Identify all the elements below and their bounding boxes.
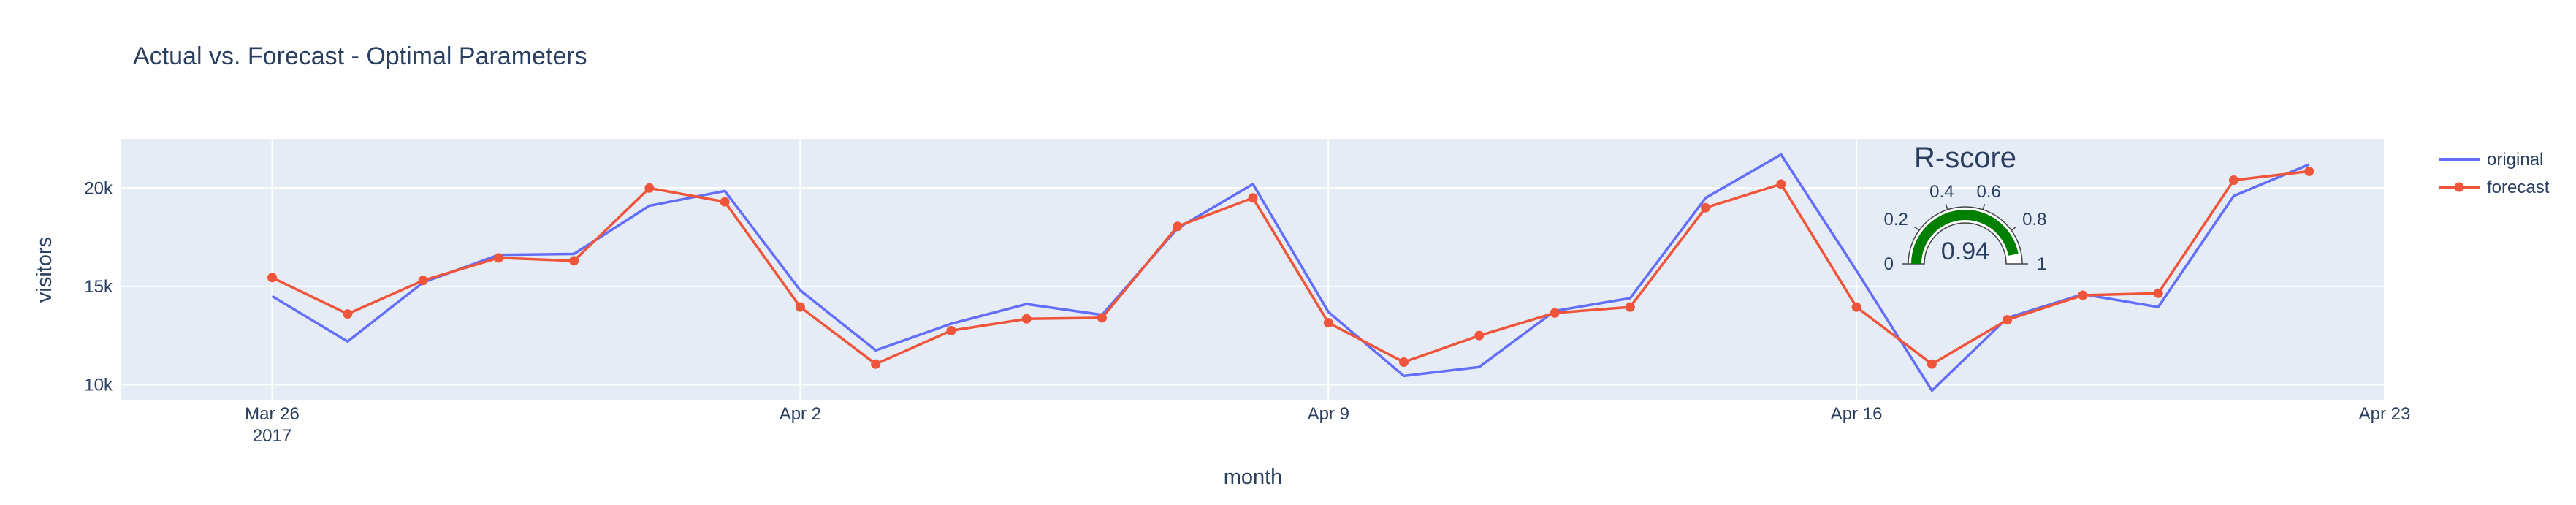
series-line-forecast	[271, 170, 2309, 365]
gauge-tick	[1982, 203, 1986, 210]
data-point-forecast	[1625, 302, 1635, 312]
plot-area	[121, 139, 2385, 400]
data-point-forecast	[1248, 193, 1258, 203]
legend-marker-forecast	[2454, 182, 2464, 192]
data-point-forecast	[644, 183, 655, 193]
data-point-forecast	[1097, 313, 1107, 323]
data-point-forecast	[493, 253, 503, 263]
data-point-forecast	[795, 302, 805, 312]
gauge-value-label: 0.94	[1941, 238, 1989, 265]
data-point-forecast	[1474, 330, 1485, 341]
y-tick-label: 10k	[84, 375, 113, 395]
data-point-forecast	[343, 309, 353, 319]
legend-label-forecast: forecast	[2487, 178, 2550, 197]
x-tick-label: Mar 26	[245, 404, 300, 424]
gauge-tick-label: 0.6	[1976, 182, 2000, 202]
data-point-forecast	[418, 276, 428, 286]
data-point-forecast	[2304, 166, 2314, 176]
data-point-forecast	[267, 273, 278, 283]
y-tick-label: 20k	[84, 178, 113, 198]
data-point-forecast	[1550, 308, 1560, 318]
grid-lines	[121, 139, 2385, 400]
y-tick-label: 15k	[84, 277, 113, 297]
gauge-tick-label: 0.2	[1883, 210, 1908, 229]
gauge-tick-label: 0.8	[2022, 210, 2046, 229]
series-lines	[267, 153, 2314, 392]
data-point-forecast	[2078, 290, 2088, 300]
legend: original forecast	[2439, 150, 2550, 197]
r-score-gauge: R-score 0 0.2 0.4 0.6 0.8 1 0.94	[1883, 142, 2046, 274]
x-tick-sublabel: 2017	[253, 426, 291, 446]
data-point-forecast	[1851, 302, 1861, 312]
data-point-forecast	[569, 256, 579, 266]
data-point-forecast	[2003, 315, 2013, 325]
data-point-forecast	[2153, 288, 2163, 298]
x-tick-label: Apr 2	[780, 404, 821, 424]
legend-label-original: original	[2487, 150, 2543, 170]
x-tick-label: Apr 9	[1308, 404, 1349, 424]
x-tick-label: Apr 16	[1831, 404, 1883, 424]
x-axis-title: month	[1224, 466, 1283, 489]
data-point-forecast	[1927, 359, 1937, 369]
gauge-tick	[1945, 203, 1948, 210]
gauge-tick-label: 1	[2037, 254, 2046, 274]
gauge-value-bar	[1911, 210, 2019, 264]
gauge-tick	[2011, 226, 2017, 231]
gauge-tick	[1913, 226, 1920, 231]
gauge-tick-label: 0.4	[1929, 182, 1954, 202]
y-axis-title: visitors	[33, 237, 56, 303]
chart-title: Actual vs. Forecast - Optimal Parameters	[133, 42, 587, 70]
gauge-title: R-score	[1914, 142, 2016, 174]
gauge-tick-label: 0	[1884, 254, 1894, 274]
data-point-forecast	[2228, 175, 2238, 186]
data-point-forecast	[871, 359, 881, 369]
data-point-forecast	[1701, 202, 1711, 213]
series-line-original	[271, 153, 2310, 392]
data-point-forecast	[1776, 179, 1786, 189]
data-point-forecast	[1399, 357, 1409, 368]
x-tick-label: Apr 23	[2359, 404, 2411, 424]
data-point-forecast	[946, 325, 956, 335]
data-point-forecast	[720, 197, 730, 207]
data-point-forecast	[1021, 314, 1032, 324]
data-point-forecast	[1173, 221, 1183, 232]
data-point-forecast	[1323, 318, 1333, 328]
